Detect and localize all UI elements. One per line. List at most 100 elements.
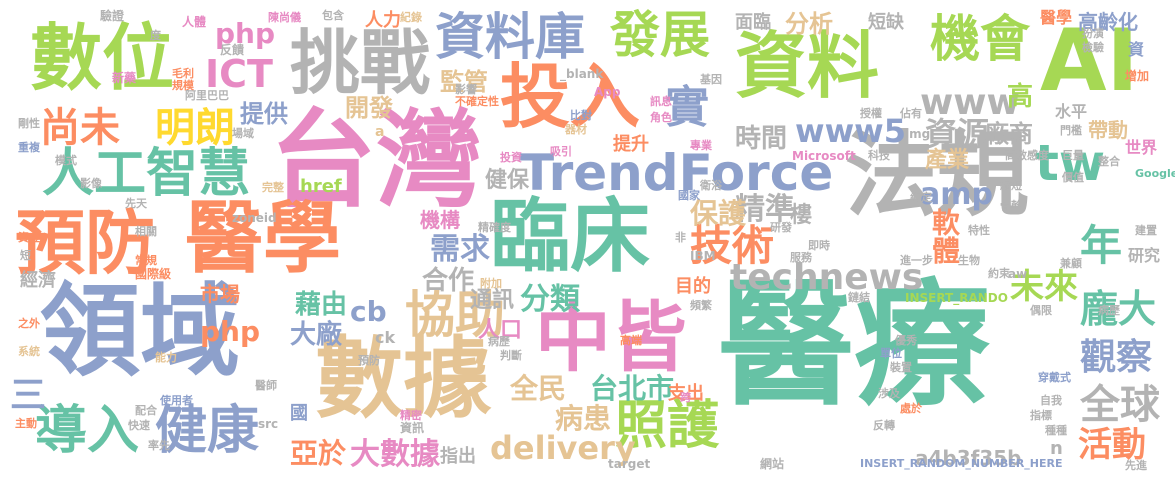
word-能力: 能力 (155, 351, 177, 364)
word-科技: 科技 (868, 149, 890, 162)
word-支出: 支出 (668, 383, 704, 404)
word-時間: 時間 (735, 124, 788, 154)
word-挑戰: 挑戰 (290, 22, 430, 104)
word-種種: 種種 (1045, 424, 1067, 437)
word-高端: 高端 (620, 334, 642, 347)
word-自我: 自我 (1040, 394, 1062, 407)
word-病歷-2: 病歷 (1098, 304, 1120, 317)
word-delivery: delivery (490, 429, 636, 467)
word-人工智慧: 人工智慧 (42, 144, 251, 204)
word-軟體: 軟體 (928, 208, 961, 264)
word-系統: 系統 (18, 345, 40, 358)
word-包含: 包含 (322, 9, 344, 22)
word-照護: 照護 (615, 396, 720, 456)
word-毛利: 毛利 (172, 67, 194, 80)
word-藉由: 藉由 (295, 290, 348, 320)
word-衛浴: 衛浴 (700, 179, 722, 192)
word-技術: 技術 (690, 221, 775, 270)
word-鏈結: 鏈結 (848, 291, 870, 304)
word-php: php (215, 17, 276, 50)
word-不確定性: 不確定性 (455, 95, 499, 108)
word-市場: 市場 (200, 282, 240, 306)
word-開發: 開發 (345, 94, 393, 122)
word-短缺: 短缺 (868, 12, 904, 33)
word-面臨: 面臨 (735, 12, 771, 33)
word-臨床: 臨床 (490, 190, 650, 283)
word-_blank: _blank (560, 67, 604, 81)
word-影像: 影像 (80, 177, 102, 190)
word-建置: 建置 (1135, 224, 1157, 237)
word-INSERT_RANDO: INSERT_RANDO (905, 291, 1008, 305)
word-精確度: 精確度 (478, 221, 511, 234)
word-指標: 指標 (1030, 409, 1052, 422)
word-授權: 授權 (860, 107, 882, 120)
word-明朗: 明朗 (155, 105, 235, 151)
word-網站: 網站 (760, 457, 785, 471)
word-樓: 樓 (790, 203, 813, 228)
word-全民: 全民 (510, 372, 567, 405)
word-紀錄: 紀錄 (400, 11, 422, 24)
word-模式: 模式 (55, 154, 77, 167)
word-cb: cb (350, 295, 387, 328)
word-經濟: 經濟 (20, 270, 56, 291)
word-預防: 預防 (15, 202, 155, 284)
word-率先: 率先 (148, 439, 170, 452)
word-巨量: 巨量 (1062, 149, 1084, 162)
word-三: 三 (10, 375, 47, 416)
word-先天: 先天 (125, 197, 147, 210)
word-影響: 影響 (455, 83, 477, 96)
word-精準: 精準 (735, 192, 795, 227)
word-提升: 提升 (613, 134, 649, 155)
word-中皆: 中皆 (535, 293, 687, 382)
word-龐大: 龐大 (1080, 287, 1157, 331)
word-保護: 保護 (690, 197, 747, 230)
word-規模: 規模 (172, 79, 194, 92)
word-資料: 資料 (735, 24, 880, 108)
word-src: src (258, 417, 279, 431)
word-病患: 病患 (555, 402, 612, 435)
word-訊息: 訊息 (650, 95, 672, 108)
word-即時: 即時 (808, 239, 830, 252)
word-App: App (594, 85, 621, 99)
word-需求: 需求 (430, 232, 490, 267)
word-高敏感度: 高敏感度 (1005, 149, 1049, 162)
word-判斷: 判斷 (500, 349, 522, 362)
word-醫療: 醫療 (718, 267, 990, 425)
word-完整: 完整 (262, 181, 284, 194)
word-提供: 提供 (240, 100, 288, 128)
word-角色: 角色 (650, 111, 672, 124)
word-醫學-small: 醫學 (1040, 8, 1073, 27)
word-ck: ck (375, 328, 396, 347)
word-比對: 比對 (570, 109, 592, 122)
word-Google: Google (1135, 167, 1175, 180)
word-使用者: 使用者 (160, 394, 193, 407)
word-tw: tw (1035, 134, 1106, 192)
word-佔有: 佔有 (900, 107, 922, 120)
word-非: 非 (675, 231, 686, 244)
word-高齡化: 高齡化 (1078, 10, 1138, 34)
word-機會: 機會 (930, 10, 1030, 68)
word-水平: 水平 (1055, 102, 1088, 121)
word-重複: 重複 (18, 141, 40, 154)
word-資源: 資源 (925, 115, 990, 153)
word-器材: 器材 (565, 123, 587, 136)
word-亞於: 亞於 (290, 437, 347, 470)
word-特性: 特性 (968, 224, 990, 237)
word-常規: 常規 (135, 254, 157, 267)
word-投資: 投資 (500, 151, 522, 164)
word-處於: 處於 (900, 402, 922, 415)
word-合作: 合作 (422, 266, 475, 296)
word-活動: 活動 (1078, 425, 1146, 465)
word-健保: 健保 (485, 168, 530, 193)
word-生物: 生物 (958, 254, 980, 267)
word-吸引: 吸引 (550, 145, 572, 158)
word-aw: aw (1008, 267, 1028, 281)
word-場域: 場域 (232, 127, 254, 140)
word-實: 實 (665, 82, 709, 133)
word-人體: 人體 (182, 15, 207, 29)
word-technews: technews (730, 257, 924, 298)
word-先進: 先進 (1125, 459, 1147, 472)
word-a: a (375, 124, 385, 140)
word-zoneid: zoneid (232, 211, 277, 225)
word-扮演: 扮演 (1082, 27, 1104, 40)
